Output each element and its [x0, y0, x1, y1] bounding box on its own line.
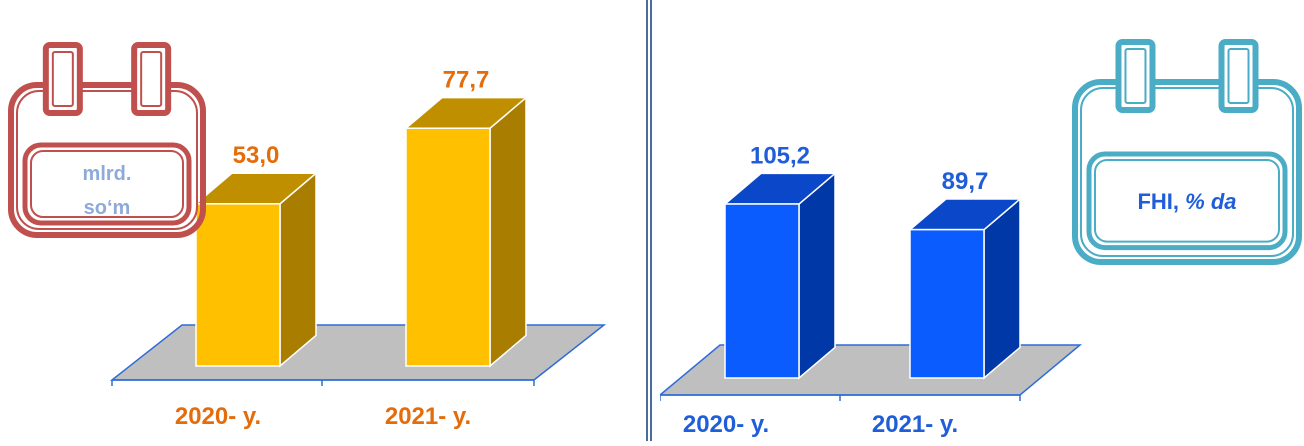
bar-front-face: [909, 228, 985, 379]
unit-label-line-1: mlrd.: [83, 163, 132, 185]
calendar-outer-frame: [8, 82, 206, 238]
calendar-ring-inner-1: [51, 51, 74, 107]
calendar-outer-frame: [1072, 79, 1302, 265]
calendar-ring-inner-1: [1124, 48, 1147, 104]
right-chart-panel: 105,2 2020- y. 89,7 2021- y. FHI, % da: [657, 0, 1304, 441]
data-label: 77,7: [443, 67, 490, 94]
calendar-unit-icon: mlrd. so‘m: [8, 42, 206, 238]
bar-side-face: [798, 171, 836, 380]
chart-floor: [109, 324, 607, 381]
calendar-ring-inner-2: [140, 51, 163, 107]
calendar-ring-inner-2: [1227, 48, 1250, 104]
calendar-label-panel-inner: [1094, 159, 1280, 243]
bar-2021: [403, 96, 529, 368]
calendar-ring-1: [42, 42, 83, 116]
calendar-inner-frame: [1080, 87, 1294, 257]
calendar-ring-2: [131, 42, 172, 116]
left-chart-panel: 53,0 2020- y. 77,7 2021- y. mlrd. so‘m: [0, 0, 640, 441]
calendar-label-panel-inner: [30, 150, 184, 218]
calendar-label-panel: [22, 142, 192, 226]
chart-floor: [657, 344, 1083, 396]
chart-fhi-percent: 105,2 2020- y. 89,7 2021- y. FHI, % da: [657, 39, 1302, 438]
bar-side-face: [279, 171, 317, 368]
unit-label-line-2: so‘m: [84, 197, 131, 219]
bar-2020: [722, 171, 838, 380]
data-label: 105,2: [750, 142, 810, 169]
chart-mlrd-som: 53,0 2020- y. 77,7 2021- y. mlrd. so‘m: [8, 42, 607, 430]
data-label: 53,0: [233, 142, 280, 169]
calendar-ring-2: [1218, 39, 1259, 113]
x-tick-label: 2021- y.: [872, 411, 958, 438]
bar-side-face: [489, 96, 527, 368]
bar-2020: [193, 171, 319, 368]
calendar-ring-1: [1115, 39, 1156, 113]
bar-front-face: [405, 127, 491, 367]
bar-front-face: [195, 203, 281, 367]
x-tick-label: 2020- y.: [683, 411, 769, 438]
calendar-inner-frame: [16, 90, 198, 230]
x-tick-label: 2020- y.: [175, 403, 261, 430]
bar-front-face: [724, 203, 800, 379]
bar-2021: [907, 197, 1023, 380]
x-tick-label: 2021- y.: [385, 403, 471, 430]
calendar-label-panel: [1086, 151, 1288, 251]
unit-label-part-1: FHI,: [1137, 189, 1185, 214]
calendar-unit-icon: FHI, % da: [1072, 39, 1302, 265]
data-label: 89,7: [942, 168, 989, 195]
unit-label-part-2: % da: [1185, 189, 1236, 214]
unit-label: FHI, % da: [1137, 189, 1236, 214]
panel-divider: [646, 0, 652, 441]
